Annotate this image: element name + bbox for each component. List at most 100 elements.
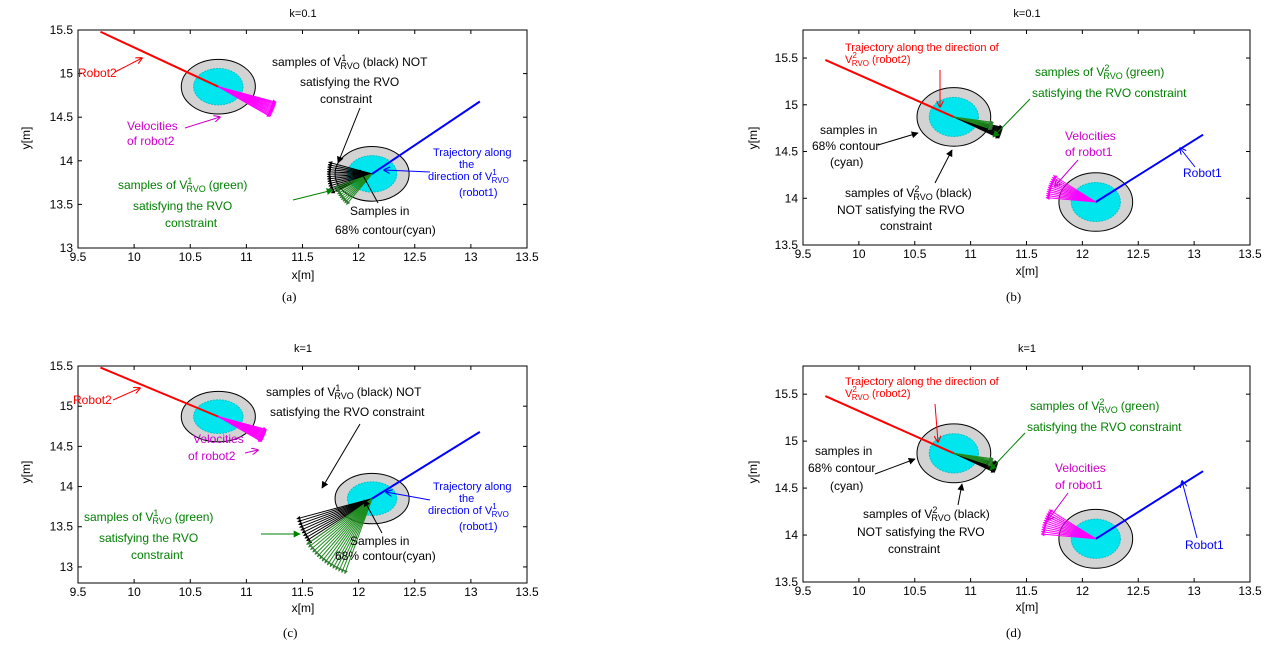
black-samples-pointer [321,423,361,489]
panel-c-plot [100,366,481,575]
y-tick-label: 14 [785,528,799,542]
cyan-samples-pointer [363,499,383,534]
green-samples-label-2: satisfying the RVO constraint [1027,420,1182,434]
velocities-label-2: of robot1 [1055,478,1103,492]
trajectory-pointer [384,170,431,172]
cyan-samples-label-3: (cyan) [830,479,863,493]
green-sample [321,498,373,562]
y-tick-label: 13.5 [775,575,799,589]
velocity-sample [1045,195,1096,203]
panel-d: k=1 9.5 10 10.5 11 11.5 12 12.5 13 13.5 13.5 14 14.… [746,343,1262,640]
trajectory-label-4: (robot1) [459,521,498,533]
y-tick-label: 14 [60,154,74,168]
y-tick-label: 13 [60,241,74,255]
y-tick-label: 15 [785,434,799,448]
panel-b-ylabel: y[m] [746,127,760,150]
green-samples-label-2: satisfying the RVO [133,199,232,213]
panel-c-ylabel: y[m] [19,461,33,484]
panel-a-plot [100,30,481,205]
x-tick-label: 10.5 [179,250,203,264]
robot1-label: Robot1 [1183,166,1222,180]
trajectory-pointer [386,492,431,501]
x-tick-label: 9.5 [70,585,87,599]
green-sample [953,116,994,124]
x-tick-label: 13 [1187,247,1201,261]
panel-a-title: k=0.1 [289,8,316,20]
panel-a-axes: 9.5 10 10.5 11 11.5 12 12.5 13 13.5 13 13.5 14 14.5 1… [50,23,539,264]
x-tick-label: 13.5 [1238,247,1262,261]
panel-d-caption: (d) [1006,625,1021,640]
green-sample [306,498,373,545]
panel-b-plot [824,58,1204,232]
trajectory-label-3: direction of V1 RVO [428,502,509,519]
velocities-pointer [1055,159,1079,186]
panel-a: k=0.1 9.5 10 10.5 11 11.5 12 12.5 13 13.5 13 13.5 1… [19,8,539,304]
x-tick-label: 11 [240,250,253,264]
velocity-sample [218,86,277,104]
green-sample [344,498,373,575]
x-tick-label: 12.5 [1127,247,1151,261]
velocity-sample [1040,532,1096,540]
panel-c-axes: 9.5 10 10.5 11 11.5 12 12.5 13 13.5 13 13.5 14 14.5 1… [50,359,539,599]
panel-d-xlabel: x[m] [1016,600,1039,614]
cyan-samples-label-1: Samples in [350,534,409,548]
x-tick-label: 10.5 [903,584,927,598]
cyan-samples-label-2: 68% contour(cyan) [335,549,436,563]
green-sample [332,498,373,569]
x-tick-label: 9.5 [795,584,812,598]
y-tick-label: 15.5 [50,359,74,373]
green-samples-pointer [292,188,334,201]
cyan-samples-label-2: 68% contour [812,139,879,153]
robot2-label: Robot2 [73,393,112,407]
x-tick-label: 13 [464,250,478,264]
green-samples-label-1: samples of V1 RVO (green) [118,176,247,194]
cyan-samples-label-2: 68% contour(cyan) [335,223,436,237]
cyan-samples-label-1: samples in [815,444,872,458]
green-sample [346,173,373,205]
y-tick-label: 15 [785,98,799,112]
x-tick-label: 11 [240,585,253,599]
green-sample [319,498,373,560]
velocities-label-1: Velocities [1065,129,1116,143]
green-sample [310,498,373,551]
x-tick-label: 13.5 [515,585,539,599]
y-tick-label: 15.5 [775,51,799,65]
trajectory-line [371,100,481,175]
green-samples-pointer [992,98,1031,138]
y-tick-label: 14.5 [50,439,74,453]
y-tick-label: 15 [60,67,74,81]
black-samples-label-2: NOT satisfying the RVO [857,525,985,539]
panel-d-ylabel: y[m] [746,461,760,484]
black-samples-pointer [957,483,965,506]
cyan-samples-pointer [877,131,919,146]
cyan-samples-label-1: Samples in [350,204,409,218]
y-tick-label: 13 [60,560,74,574]
y-tick-label: 14.5 [775,145,799,159]
green-sample [335,498,373,571]
x-tick-label: 9.5 [70,250,87,264]
trajectory-label-4: (robot1) [459,187,498,199]
x-tick-label: 10.5 [903,247,927,261]
green-sample [312,498,373,553]
velocities-label-2: of robot1 [1065,145,1113,159]
green-sample [316,498,373,558]
black-sample [306,498,373,542]
x-tick-label: 10 [852,247,866,261]
black-samples-label-1: samples of V1 RVO (black) NOT [266,383,422,401]
x-tick-label: 13 [464,585,478,599]
x-tick-label: 11.5 [291,250,314,264]
y-tick-label: 13.5 [50,520,74,534]
velocities-pointer [244,450,258,453]
panel-c-title: k=1 [294,343,312,355]
trajectory-label-1: Trajectory along [433,481,511,493]
cyan-samples-label-1: samples in [820,123,877,137]
green-sample [326,498,373,566]
green-sample [953,452,994,461]
trajectory-label-1: Trajectory along the direction of [845,376,1000,388]
green-samples-pointer [989,432,1026,471]
green-samples-label-1: samples of V2 RVO (green) [1030,397,1159,415]
x-tick-label: 13.5 [1238,584,1262,598]
panel-b: k=0.1 9.5 10 10.5 11 11.5 12 12.5 13 13.5 13.5 14 1… [746,8,1262,304]
black-samples-label-2: satisfying the RVO constraint [270,405,425,419]
